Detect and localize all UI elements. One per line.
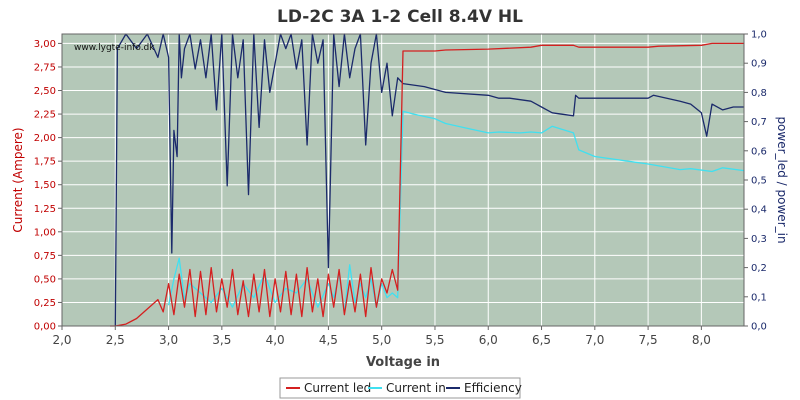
legend-label-current-in: Current in — [386, 381, 446, 395]
x-tick-label: 3,0 — [159, 333, 178, 347]
x-tick-label: 6,5 — [532, 333, 551, 347]
legend-label-efficiency: Efficiency — [464, 381, 522, 395]
y-left-tick-label: 1,00 — [34, 227, 56, 238]
y-left-tick-label: 0,75 — [34, 251, 56, 262]
y-right-axis-ticks: 0,0 0,1 0,2 0,3 0,4 0,5 0,6 0,7 0,8 0,9 1,0 — [744, 30, 767, 333]
y-right-tick-label: 0,1 — [751, 292, 767, 303]
x-tick-label: 3,5 — [212, 333, 231, 347]
x-tick-label: 4,0 — [266, 333, 285, 347]
x-axis-ticks: 2,0 2,5 3,0 3,5 4,0 4,5 5,0 5,5 6,0 6,5 7,0 7,5 8,0 — [52, 326, 711, 347]
x-tick-label: 7,5 — [639, 333, 658, 347]
series-line-efficiency — [114, 33, 744, 327]
legend-box — [279, 377, 521, 399]
watermark-text: www.lygte-info.dk — [74, 43, 155, 53]
y-right-tick-label: 0,5 — [751, 176, 767, 187]
chart-title: LD-2C 3A 1-2 Cell 8.4V HL — [277, 7, 523, 27]
y-right-tick-label: 0,6 — [751, 146, 767, 157]
y-right-tick-label: 0,8 — [751, 88, 767, 99]
y-left-tick-label: 3,00 — [34, 39, 56, 50]
y-right-tick-label: 0,9 — [751, 59, 767, 70]
y-left-tick-label: 0,00 — [34, 322, 56, 333]
y-left-tick-label: 2,50 — [34, 86, 56, 97]
y-left-axis-ticks: 0,00 0,25 0,50 0,75 1,00 1,25 1,50 1,75 2,00 2,25… — [34, 39, 62, 333]
x-tick-label: 8,0 — [692, 333, 711, 347]
y-left-tick-label: 2,75 — [34, 62, 56, 73]
x-tick-label: 6,0 — [479, 333, 498, 347]
x-tick-label: 4,5 — [319, 333, 338, 347]
legend-label-current-led: Current led — [304, 381, 371, 395]
x-tick-label: 2,5 — [106, 333, 125, 347]
y-left-tick-label: 1,25 — [34, 204, 56, 215]
y-right-axis-title: power_led / power_in — [775, 116, 789, 243]
legend-items: Current led Current in Efficiency — [286, 381, 522, 395]
series-layer — [110, 33, 745, 327]
legend: Current led Current in Efficiency — [279, 377, 522, 399]
y-left-tick-label: 2,00 — [34, 133, 56, 144]
y-right-tick-label: 0,4 — [751, 205, 767, 216]
series-line-current-led — [110, 42, 744, 327]
y-left-tick-label: 0,50 — [34, 274, 56, 285]
x-axis-title: Voltage in — [366, 355, 440, 370]
y-right-tick-label: 0,7 — [751, 117, 767, 128]
y-right-tick-label: 0,2 — [751, 263, 767, 274]
y-right-tick-label: 0,0 — [751, 322, 767, 333]
x-tick-label: 7,0 — [585, 333, 604, 347]
x-tick-label: 2,0 — [52, 333, 71, 347]
y-left-tick-label: 0,25 — [34, 298, 56, 309]
x-tick-label: 5,5 — [425, 333, 444, 347]
y-left-tick-label: 1,50 — [34, 180, 56, 191]
y-right-tick-label: 0,3 — [751, 234, 767, 245]
y-left-axis-title: Current (Ampere) — [11, 127, 25, 232]
x-tick-label: 5,0 — [372, 333, 391, 347]
y-left-tick-label: 1,75 — [34, 157, 56, 168]
y-left-tick-label: 2,25 — [34, 110, 56, 121]
y-right-tick-label: 1,0 — [751, 30, 767, 41]
